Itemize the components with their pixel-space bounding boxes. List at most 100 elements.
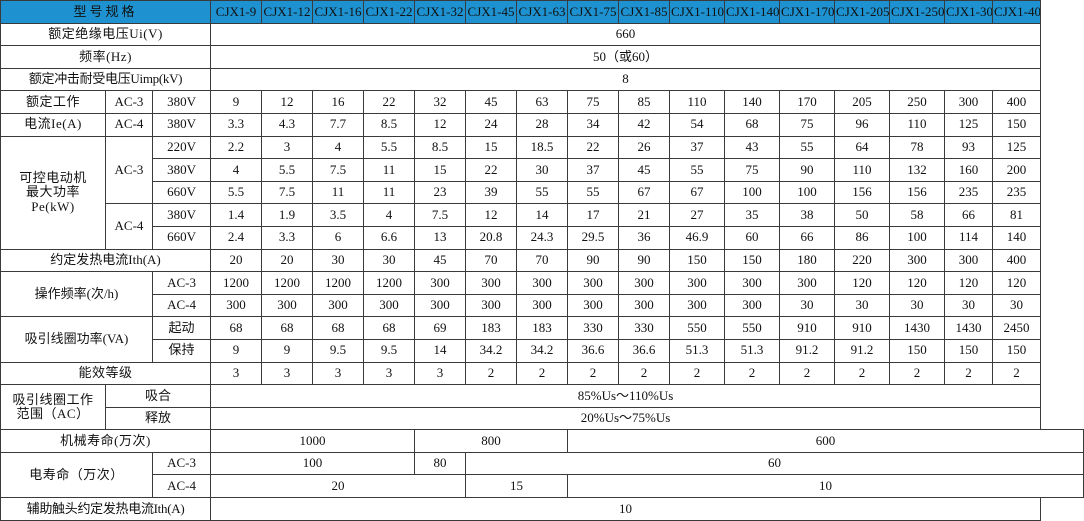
motor-power-ac4-380-value-10: 27 (669, 203, 726, 227)
motor-power-ac4-660-value-13: 86 (834, 225, 891, 250)
thermal-current-value-12: 180 (779, 248, 836, 273)
motor-power-ac3-660-value-16: 235 (992, 180, 1042, 205)
operating-frequency-ac3-value-10: 300 (669, 271, 726, 295)
operating-frequency-ac3-row: 操作频率(次/h) AC-3 1200 1200 1200 1200 300 300 300 30… (0, 271, 1084, 318)
motor-power-ac3-660-value-14: 156 (889, 180, 946, 205)
motor-power-ac4-380-row: AC-4 380V 1.4 1.9 3.5 4 7.5 12 14 17 21 27 35 38 50 58 6… (1, 203, 1084, 250)
rated-current-ac3-value-5: 32 (414, 90, 467, 114)
coil-range-release-value: 20%Us～75%Us (210, 406, 1042, 431)
electrical-life-ac3-row: 电寿命（万次） AC-3 100 80 60 (0, 451, 1084, 499)
motor-power-ac4-660-value-1: 2.4 (210, 225, 263, 250)
electrical-life-ac4-segment-1: 20 (210, 474, 467, 499)
motor-power-ac4-660-value-4: 6.6 (363, 225, 416, 250)
rated-impulse-voltage-value: 8 (210, 67, 1042, 92)
aux-thermal-current-row: 辅助触头约定发热电流Ith(A) 10 (0, 497, 1084, 521)
motor-power-ac4-660-value-9: 36 (618, 225, 671, 250)
motor-power-ac4-660-value-10: 46.9 (669, 225, 726, 250)
operating-frequency-ac3-value-1: 1200 (210, 271, 263, 295)
motor-power-label: 可控电动机 最大功率 Pe(kW) (0, 135, 106, 250)
electrical-life-ac3-segment-2: 80 (414, 451, 467, 476)
motor-power-ac3-660-value-10: 67 (669, 180, 726, 205)
motor-power-ac3-220-value-7: 18.5 (516, 135, 569, 160)
motor-power-ac3-220-value-11: 43 (724, 135, 781, 160)
motor-power-ac3-660-value-12: 100 (779, 180, 836, 205)
operating-frequency-ac4-value-15: 30 (944, 293, 994, 318)
model-header-9: CJX1-85 (618, 0, 671, 24)
coil-power-hold-value-1: 9 (210, 338, 263, 363)
motor-power-ac4-380-value-4: 4 (363, 203, 416, 227)
thermal-current-value-14: 300 (889, 248, 946, 273)
mechanical-life-segment-2: 800 (414, 429, 569, 453)
frequency: 频率(Hz) 50（或60） (0, 45, 1084, 69)
motor-power-ac3-220-value-3: 4 (312, 135, 365, 160)
motor-power-ac4-660-value-16: 140 (992, 225, 1042, 250)
aux-thermal-current-label: 辅助触头约定发热电流Ith(A) (0, 497, 212, 521)
thermal-current-value-3: 30 (312, 248, 365, 273)
rated-current-ac4-type: AC-4 (105, 112, 153, 137)
motor-power-ac3-660-value-5: 23 (414, 180, 467, 205)
coil-power-start-value-10: 550 (669, 316, 726, 340)
rated-current-ac4-value-4: 8.5 (363, 112, 416, 137)
rated-current-ac4-value-16: 150 (992, 112, 1042, 137)
coil-power-hold-value-8: 36.6 (567, 338, 620, 363)
coil-range-pickup-row: 吸引线圈工作 范围（AC） 吸合 85%Us～110%Us (0, 384, 1084, 431)
operating-frequency-ac4-value-11: 300 (724, 293, 781, 318)
coil-power-hold-row: 保持 9 9 9.5 9.5 14 34.2 34.2 36.6 36.6 51.3 51.3 91.2… (1, 338, 1084, 363)
coil-power-start-value-11: 550 (724, 316, 781, 340)
coil-range-pickup-value: 85%Us～110%Us (210, 384, 1042, 408)
energy-grade-value-2: 3 (261, 361, 314, 386)
motor-power-ac4-380-value-8: 17 (567, 203, 620, 227)
coil-power-hold-value-7: 34.2 (516, 338, 569, 363)
operating-frequency-ac3-value-14: 120 (889, 271, 946, 295)
rated-current-ac3-value-15: 300 (944, 90, 994, 114)
coil-power-hold-value-13: 91.2 (834, 338, 891, 363)
model-header-16: CJX1-400 (992, 0, 1042, 24)
coil-power-start-value-13: 910 (834, 316, 891, 340)
electrical-life-ac3-segment-3: 60 (465, 451, 1084, 476)
motor-power-ac3-380-value-2: 5.5 (261, 158, 314, 182)
motor-power-ac3-380-value-1: 4 (210, 158, 263, 182)
motor-power-ac3-380-value-11: 75 (724, 158, 781, 182)
operating-frequency-ac3-value-11: 300 (724, 271, 781, 295)
motor-power-ac3-220-value-4: 5.5 (363, 135, 416, 160)
rated-current-ac3-voltage: 380V (151, 90, 212, 114)
coil-range-pickup-type: 吸合 (104, 384, 212, 408)
rated-current-ac3-value-8: 75 (567, 90, 620, 114)
operating-frequency-ac3-value-4: 1200 (363, 271, 416, 295)
motor-power-ac4-660-value-12: 66 (779, 225, 836, 250)
operating-frequency-ac3-value-16: 120 (992, 271, 1042, 295)
operating-frequency-ac4-value-2: 300 (261, 293, 314, 318)
operating-frequency-ac3-value-2: 1200 (261, 271, 314, 295)
mechanical-life-segment-1: 1000 (210, 429, 416, 453)
coil-power-start-type: 起动 (151, 316, 212, 340)
motor-power-ac3-220-value-16: 125 (992, 135, 1042, 160)
operating-frequency-ac3-value-5: 300 (414, 271, 467, 295)
model-header-15: CJX1-300 (944, 0, 994, 24)
motor-power-ac4-380-value-9: 21 (618, 203, 671, 227)
coil-power-hold-value-6: 34.2 (465, 338, 518, 363)
operating-frequency-ac4-value-10: 300 (669, 293, 726, 318)
thermal-current-value-11: 150 (724, 248, 781, 273)
model-header-2: CJX1-12 (261, 0, 314, 24)
electrical-life-ac3-segment-1: 100 (210, 451, 416, 476)
rated-current-ac4-value-2: 4.3 (261, 112, 314, 137)
coil-range-release-row: 释放 20%Us～75%Us (1, 406, 1084, 431)
motor-power-ac3-380-value-9: 45 (618, 158, 671, 182)
model-header-11: CJX1-140 (724, 0, 781, 24)
model-header-4: CJX1-22 (363, 0, 416, 24)
coil-power-start-value-15: 1430 (944, 316, 994, 340)
rated-current-ac4-value-13: 96 (834, 112, 891, 137)
thermal-current-value-4: 30 (363, 248, 416, 273)
thermal-current-value-8: 90 (567, 248, 620, 273)
motor-power-ac3-220-value-14: 78 (889, 135, 946, 160)
operating-frequency-ac4-value-6: 300 (465, 293, 518, 318)
rated-current-ac4-value-14: 110 (889, 112, 946, 137)
thermal-current-value-7: 70 (516, 248, 569, 273)
coil-power-start-value-2: 68 (261, 316, 314, 340)
motor-power-ac3-380-value-15: 160 (944, 158, 994, 182)
electrical-life-ac3-type: AC-3 (151, 451, 212, 476)
motor-power-ac3-220-value-10: 37 (669, 135, 726, 160)
rated-current-ac4-value-7: 28 (516, 112, 569, 137)
operating-frequency-ac3-value-6: 300 (465, 271, 518, 295)
